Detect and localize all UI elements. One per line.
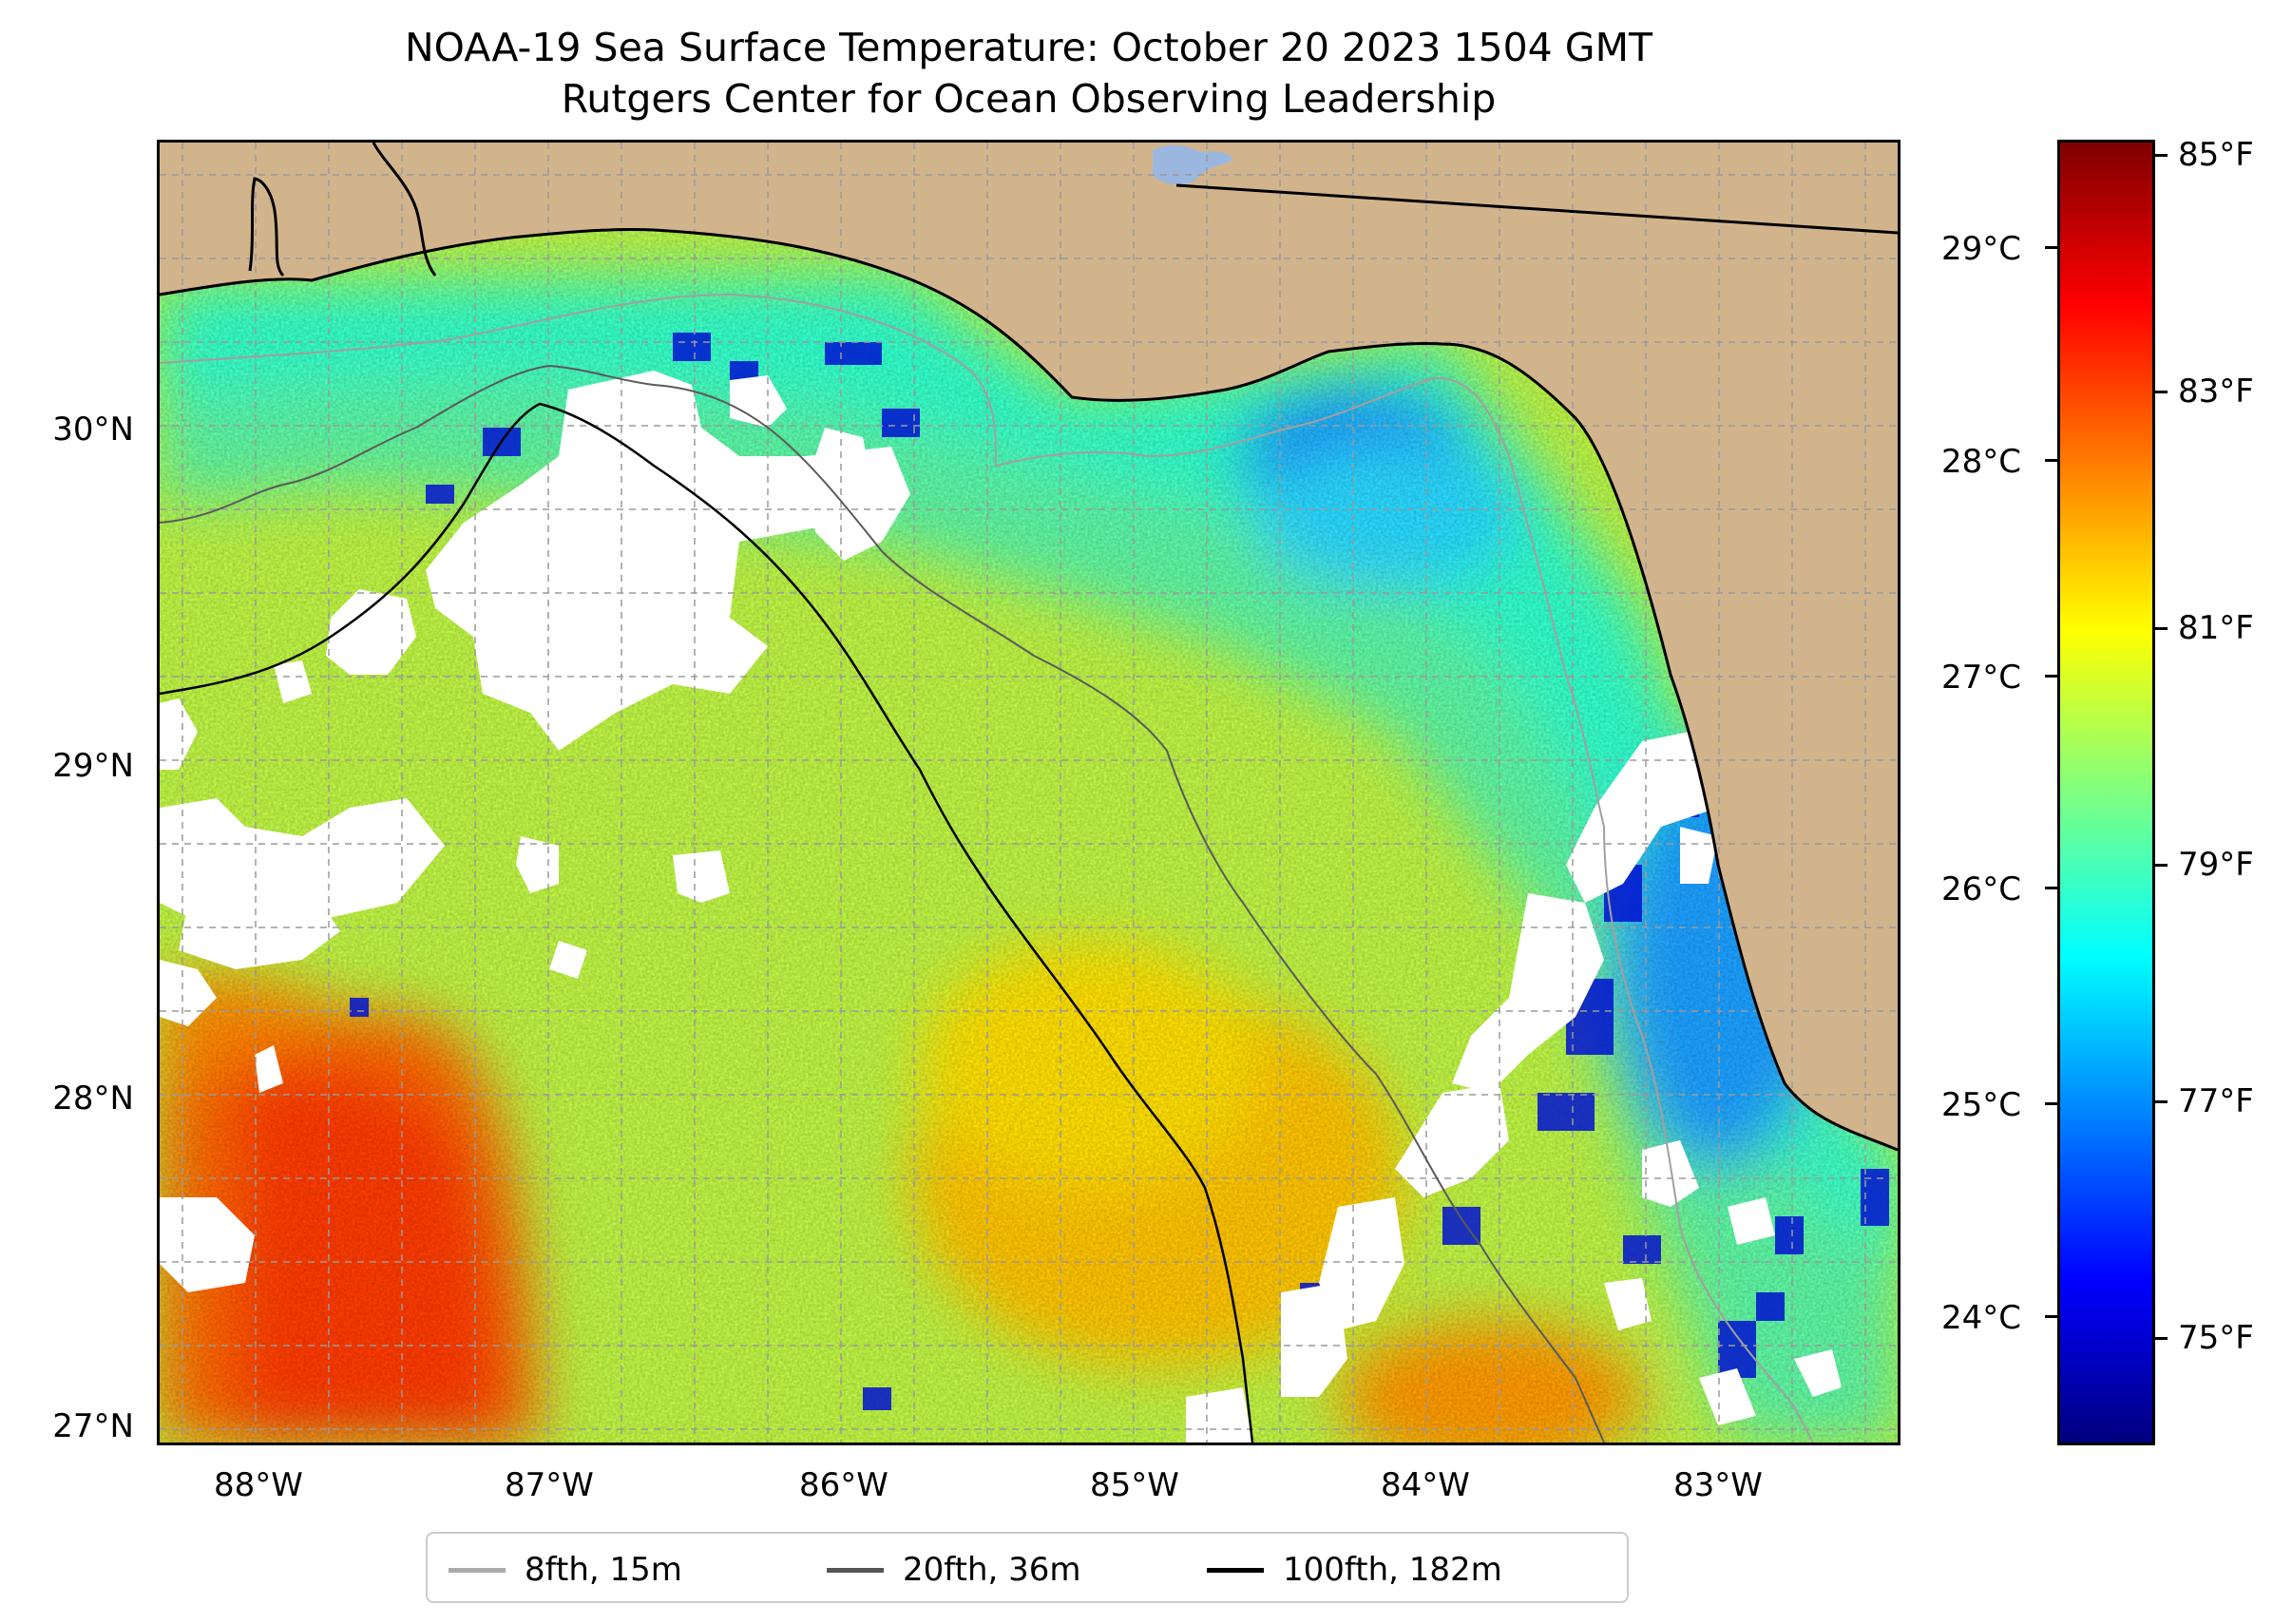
lat-label-29n: 29°N xyxy=(52,747,134,785)
lon-label-83w: 83°W xyxy=(1673,1466,1763,1504)
lat-label-30n: 30°N xyxy=(52,411,134,449)
cloud-mask xyxy=(160,371,1842,1442)
legend-swatch-20fth xyxy=(827,1568,884,1573)
mobile-bay xyxy=(248,177,285,277)
state-border-fl-ga xyxy=(1175,183,1898,235)
isobath-legend: 8fth, 15m 20fth, 36m 100fth, 182m xyxy=(426,1532,1629,1603)
state-border-al-fl xyxy=(372,143,437,277)
isobath-8fth xyxy=(160,293,1814,1442)
sst-map xyxy=(157,140,1900,1445)
legend-swatch-100fth xyxy=(1207,1568,1264,1573)
cb-tick-27c xyxy=(2045,675,2057,678)
cb-label-79f: 79°F xyxy=(2178,846,2254,884)
chart-subtitle: Rutgers Center for Ocean Observing Leade… xyxy=(561,76,1497,122)
cb-label-29c: 29°C xyxy=(1940,230,2021,268)
cb-label-28c: 28°C xyxy=(1940,443,2021,481)
legend-swatch-8fth xyxy=(449,1568,506,1573)
cb-label-24c: 24°C xyxy=(1940,1299,2021,1337)
lon-label-88w: 88°W xyxy=(214,1466,303,1504)
chart-title: NOAA-19 Sea Surface Temperature: October… xyxy=(404,25,1652,70)
cb-label-75f: 75°F xyxy=(2178,1319,2254,1357)
cb-tick-29c xyxy=(2045,246,2057,249)
cb-tick-75f xyxy=(2155,1337,2168,1340)
cb-tick-24c xyxy=(2045,1315,2057,1318)
cb-tick-83f xyxy=(2155,391,2168,393)
cb-tick-85f xyxy=(2155,154,2168,157)
coastline xyxy=(160,228,1898,1152)
cb-tick-81f xyxy=(2155,627,2168,630)
colorbar xyxy=(2057,140,2155,1445)
isobath-100fth xyxy=(160,402,1254,1442)
map-canvas xyxy=(160,143,1898,1442)
lat-label-27n: 27°N xyxy=(52,1407,134,1445)
cb-label-83f: 83°F xyxy=(2178,373,2254,411)
graticule xyxy=(160,143,1898,1442)
lon-label-87w: 87°W xyxy=(505,1466,594,1504)
cb-label-81f: 81°F xyxy=(2178,609,2254,647)
cb-tick-28c xyxy=(2045,459,2057,462)
cb-tick-25c xyxy=(2045,1102,2057,1105)
cb-label-26c: 26°C xyxy=(1940,870,2021,908)
legend-label-8fth: 8fth, 15m xyxy=(525,1551,682,1589)
lon-label-85w: 85°W xyxy=(1090,1466,1179,1504)
cb-label-77f: 77°F xyxy=(2178,1082,2254,1120)
cb-label-27c: 27°C xyxy=(1940,659,2021,697)
legend-label-100fth: 100fth, 182m xyxy=(1283,1551,1502,1589)
cb-tick-77f xyxy=(2155,1100,2168,1103)
cb-label-85f: 85°F xyxy=(2178,136,2254,174)
cb-tick-26c xyxy=(2045,887,2057,889)
legend-label-20fth: 20fth, 36m xyxy=(903,1551,1081,1589)
lat-label-28n: 28°N xyxy=(52,1079,134,1118)
cb-label-25c: 25°C xyxy=(1940,1086,2021,1124)
cb-tick-79f xyxy=(2155,864,2168,867)
lon-label-84w: 84°W xyxy=(1381,1466,1470,1504)
lon-label-86w: 86°W xyxy=(799,1466,888,1504)
isobath-20fth xyxy=(160,364,1605,1442)
